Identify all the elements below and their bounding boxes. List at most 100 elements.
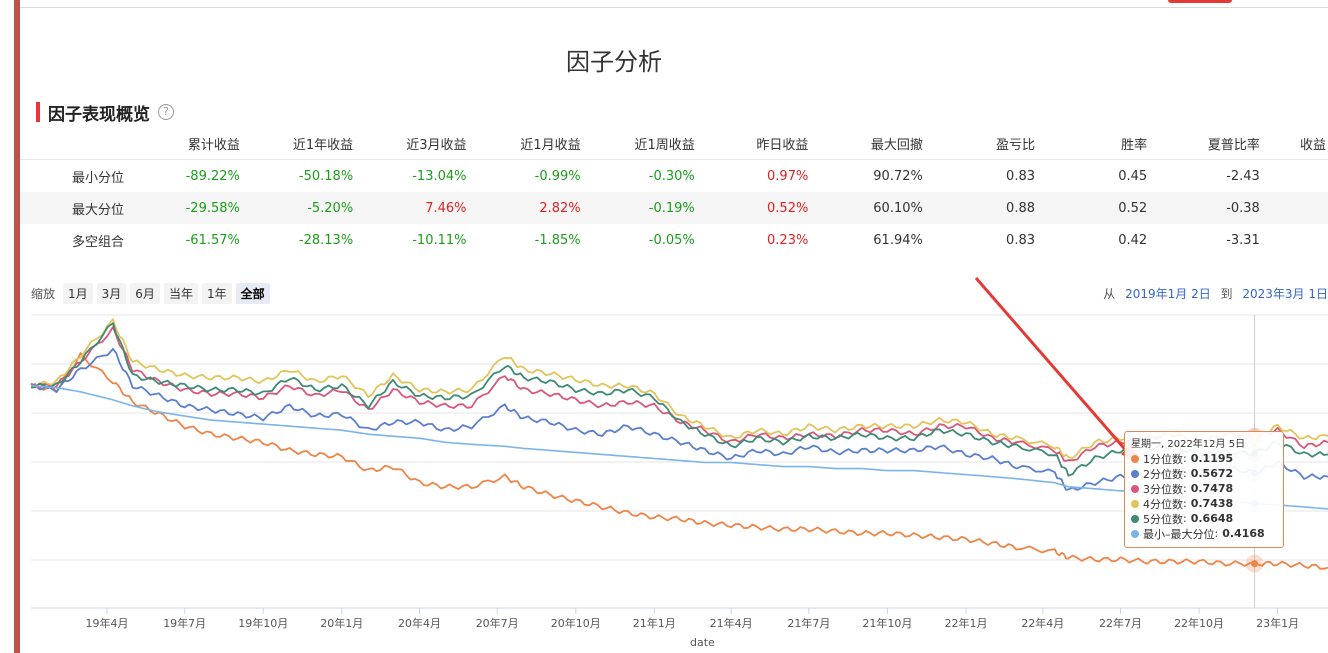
table-cell: -3.31	[1226, 232, 1260, 248]
table-row: 最小分位 -89.22% -50.18% -13.04% -0.99% -0.30% 0.9…	[20, 160, 1328, 193]
range-to-input[interactable]: 2023年3月 1日	[1242, 287, 1328, 301]
series-line-5	[30, 322, 1328, 477]
table-cell: -89.22%	[185, 168, 240, 184]
table-cell: -0.05%	[648, 232, 695, 248]
table-cell: -2.43	[1226, 168, 1260, 184]
zoom-1y-button[interactable]: 1年	[201, 283, 232, 304]
tooltip-series-value: 0.4168	[1222, 527, 1265, 540]
zoom-1m-button[interactable]: 1月	[63, 283, 93, 304]
tooltip-row: 2分位数:0.5672	[1131, 466, 1277, 481]
tooltip-row: 5分位数:0.6648	[1131, 511, 1277, 526]
tooltip-series-value: 0.7438	[1190, 497, 1234, 510]
table-cell: 0.42	[1118, 232, 1148, 248]
tooltip-series-value: 0.6648	[1190, 512, 1234, 525]
row-label: 最大分位	[20, 192, 133, 224]
x-axis-title: date	[690, 636, 715, 649]
question-circle-icon[interactable]: ?	[158, 104, 174, 120]
table-header-cell[interactable]: 近3月收益	[357, 127, 471, 160]
series-dot-icon	[1131, 529, 1139, 538]
table-cell: -1.85%	[534, 232, 581, 248]
table-header-cell[interactable]: 盈亏比	[926, 127, 1039, 160]
tooltip-row: 1分位数:0.1195	[1131, 451, 1277, 466]
tooltip-date: 星期一, 2022年12月 5日	[1131, 439, 1246, 450]
zoom-label: 缩放	[31, 287, 56, 301]
x-tick-label: 21年10月	[862, 616, 912, 630]
range-from-input[interactable]: 2019年1月 2日	[1125, 287, 1211, 301]
table-cell: -29.58%	[132, 192, 244, 224]
series-line-3	[30, 325, 1328, 462]
tooltip-series-name: 5分位数	[1143, 512, 1183, 526]
tooltip-series-value: 0.1195	[1190, 452, 1234, 465]
series-line-1	[30, 352, 1328, 570]
annotation-arrow	[974, 277, 1132, 456]
table-cell: 0.83	[1006, 232, 1035, 248]
date-range: 从 2019年1月 2日 到 2023年3月 1日	[1103, 285, 1328, 302]
table-cell	[1263, 192, 1328, 224]
left-accent-bar	[14, 0, 20, 653]
x-tick-label: 19年4月	[85, 616, 128, 630]
table-cell: 7.46%	[357, 192, 471, 224]
table-header-cell[interactable]: 夏普比率	[1151, 127, 1264, 160]
table-cell: -13.04%	[412, 168, 467, 184]
table-cell: -0.19%	[584, 192, 699, 224]
x-tick-label: 20年7月	[476, 616, 519, 630]
zoom-6m-button[interactable]: 6月	[130, 283, 160, 304]
zoom-ytd-button[interactable]: 当年	[163, 283, 198, 304]
tooltip-row: 最小–最大分位:0.4168	[1131, 526, 1277, 541]
tooltip-colon: :	[1183, 452, 1187, 465]
series-line-4	[30, 318, 1328, 459]
table-header-cell	[20, 127, 133, 160]
table-cell: -5.20%	[243, 192, 358, 224]
table-cell: 90.72%	[873, 168, 923, 184]
hover-marker	[1251, 560, 1259, 568]
series-dot-icon	[1131, 469, 1139, 478]
x-tick-label: 21年1月	[633, 616, 676, 630]
x-tick-label: 20年10月	[551, 616, 601, 630]
range-from-label: 从	[1103, 287, 1116, 301]
table-row: 最大分位 -29.58% -5.20% 7.46% 2.82% -0.19% 0.52% 60…	[20, 192, 1328, 224]
table-header-cell[interactable]: 近1周收益	[584, 127, 699, 160]
zoom-3m-button[interactable]: 3月	[96, 283, 127, 304]
table-cell: 0.97%	[767, 168, 809, 184]
tooltip-series-name: 2分位数	[1143, 467, 1183, 481]
zoom-bar: 缩放 1月 3月 6月 当年 1年 全部	[31, 283, 270, 304]
table-cell: 61.94%	[873, 232, 923, 248]
table-header-cell[interactable]: 近1月收益	[470, 127, 585, 160]
section-title: 因子表现概览	[48, 104, 150, 125]
table-header-cell[interactable]: 昨日收益	[698, 127, 813, 160]
section-header: 因子表现概览 ?	[36, 100, 174, 125]
top-divider	[20, 7, 1328, 8]
x-tick-label: 19年7月	[163, 616, 206, 630]
table-cell: 0.83	[1006, 168, 1035, 184]
table-header-cell[interactable]: 最大回撤	[812, 127, 927, 160]
section-marker	[36, 102, 40, 122]
series-dot-icon	[1131, 499, 1139, 508]
x-tick-label: 20年1月	[320, 616, 363, 630]
x-tick-label: 22年10月	[1174, 616, 1224, 630]
top-action-button[interactable]	[1168, 0, 1232, 3]
table-header-cell[interactable]: 收益	[1263, 127, 1328, 160]
page-title: 因子分析	[566, 48, 662, 76]
factor-performance-table: 累计收益 近1年收益 近3月收益 近1月收益 近1周收益 昨日收益 最大回撤 盈…	[20, 127, 1328, 256]
zoom-all-button[interactable]: 全部	[235, 283, 270, 304]
tooltip-series-name: 3分位数	[1143, 482, 1183, 496]
table-header-cell[interactable]: 累计收益	[132, 127, 244, 160]
series-dot-icon	[1131, 454, 1139, 463]
x-tick-label: 22年7月	[1099, 616, 1142, 630]
series-dot-icon	[1131, 514, 1139, 523]
tooltip-series-name: 1分位数	[1143, 452, 1183, 466]
tooltip-colon: :	[1214, 527, 1219, 540]
tooltip-colon: :	[1183, 467, 1187, 480]
x-tick-label: 23年1月	[1256, 616, 1299, 630]
table-row: 多空组合 -61.57% -28.13% -10.11% -1.85% -0.05% 0.2…	[20, 224, 1328, 256]
tooltip-colon: :	[1183, 512, 1187, 525]
table-header-cell[interactable]: 近1年收益	[243, 127, 358, 160]
x-tick-label: 22年4月	[1021, 616, 1064, 630]
chart-tooltip: 星期一, 2022年12月 5日 1分位数:0.1195 2分位数:0.5672 3…	[1124, 431, 1284, 548]
table-cell: -28.13%	[298, 232, 354, 248]
table-header-row: 累计收益 近1年收益 近3月收益 近1月收益 近1周收益 昨日收益 最大回撤 盈…	[20, 127, 1328, 160]
x-tick-label: 19年10月	[238, 616, 288, 630]
table-header-cell[interactable]: 胜率	[1039, 127, 1152, 160]
tooltip-series-value: 0.5672	[1190, 467, 1234, 480]
